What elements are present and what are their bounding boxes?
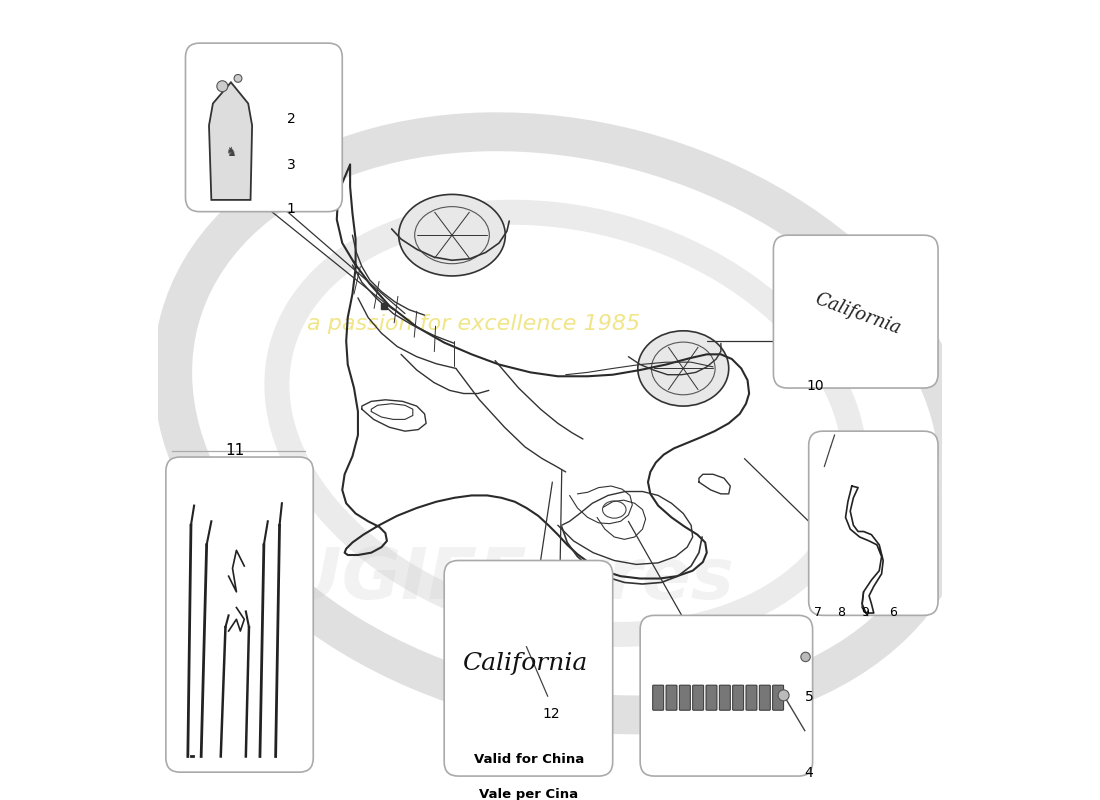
Polygon shape [209, 82, 252, 200]
FancyBboxPatch shape [680, 685, 691, 710]
Ellipse shape [638, 331, 728, 406]
Text: 2: 2 [287, 112, 296, 126]
Text: 12: 12 [542, 707, 560, 721]
FancyBboxPatch shape [166, 457, 314, 772]
FancyBboxPatch shape [652, 685, 663, 710]
FancyBboxPatch shape [186, 43, 342, 212]
Text: 7: 7 [814, 606, 822, 619]
Text: 8: 8 [837, 606, 846, 619]
Text: Vale per Cina: Vale per Cina [480, 788, 579, 800]
FancyBboxPatch shape [808, 431, 938, 615]
Circle shape [234, 74, 242, 82]
Text: 6: 6 [890, 606, 898, 619]
Text: California: California [462, 652, 587, 675]
Text: 9: 9 [861, 606, 869, 619]
FancyBboxPatch shape [759, 685, 770, 710]
Text: 11: 11 [226, 443, 244, 458]
FancyBboxPatch shape [733, 685, 744, 710]
FancyBboxPatch shape [693, 685, 704, 710]
FancyBboxPatch shape [666, 685, 676, 710]
FancyBboxPatch shape [444, 561, 613, 776]
Text: ♞: ♞ [226, 146, 236, 159]
Text: 4: 4 [805, 766, 814, 780]
Text: a passion for excellence 1985: a passion for excellence 1985 [307, 314, 640, 334]
FancyBboxPatch shape [772, 685, 783, 710]
FancyBboxPatch shape [719, 685, 730, 710]
Text: 10: 10 [806, 378, 824, 393]
Text: 1: 1 [287, 202, 296, 216]
FancyBboxPatch shape [773, 235, 938, 388]
Circle shape [801, 652, 811, 662]
Text: California: California [812, 290, 903, 338]
Circle shape [778, 690, 789, 701]
Text: BUGIEForres: BUGIEForres [229, 545, 735, 614]
Ellipse shape [398, 194, 505, 276]
FancyBboxPatch shape [746, 685, 757, 710]
Text: 3: 3 [287, 158, 296, 172]
Circle shape [217, 81, 228, 92]
Text: Valid for China: Valid for China [474, 753, 584, 766]
FancyBboxPatch shape [706, 685, 717, 710]
Text: 5: 5 [805, 690, 814, 704]
FancyBboxPatch shape [640, 615, 813, 776]
